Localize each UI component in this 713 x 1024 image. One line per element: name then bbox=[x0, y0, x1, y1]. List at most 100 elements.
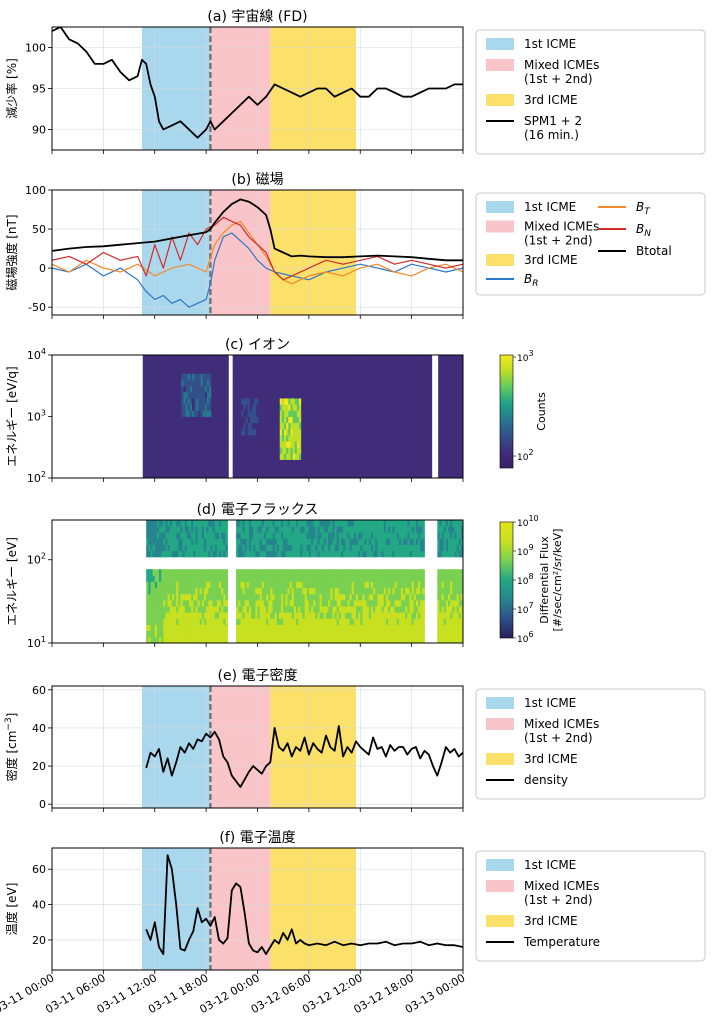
y-axis-label: エネルギー [eV] bbox=[5, 537, 19, 626]
plot-area bbox=[52, 190, 463, 315]
legend-swatch bbox=[486, 718, 514, 730]
y-tick-label: 101 bbox=[27, 635, 46, 650]
legend-label: Temperature bbox=[523, 935, 600, 949]
colorbar-tick-label: 106 bbox=[517, 630, 534, 645]
legend-label: 3rd ICME bbox=[524, 914, 578, 928]
y-tick-label: 60 bbox=[32, 684, 46, 697]
plot-frame bbox=[51, 354, 464, 479]
legend-swatch bbox=[486, 220, 514, 233]
legend-label: BR bbox=[524, 272, 539, 289]
panel-title: (e) 電子密度 bbox=[218, 667, 298, 684]
colorbar-tick-label: 109 bbox=[517, 543, 534, 558]
colorbar-tick-label: 108 bbox=[517, 572, 534, 587]
plot-area bbox=[52, 27, 463, 150]
y-tick-label: 100 bbox=[25, 42, 46, 55]
series-temperature bbox=[145, 854, 463, 955]
y-axis-label: エネルギー [eV/q] bbox=[5, 366, 19, 466]
y-tick-label: 95 bbox=[32, 83, 46, 96]
colorbar-label: Differential Flux[#/sec/cm²/sr/keV] bbox=[538, 529, 564, 632]
legend-label: (1st + 2nd) bbox=[524, 731, 593, 745]
y-tick-label: 90 bbox=[32, 124, 46, 137]
legend-label: 1st ICME bbox=[524, 200, 576, 214]
panel-title: (d) 電子フラックス bbox=[197, 502, 319, 518]
legend-swatch bbox=[486, 697, 514, 709]
legend-label: SPM1 + 2 bbox=[524, 114, 582, 128]
plot-frame bbox=[51, 519, 464, 644]
y-axis-label: 密度 [cm−3] bbox=[4, 713, 19, 782]
region-3rd-icme bbox=[270, 848, 356, 970]
plot-frame bbox=[51, 685, 464, 809]
legend-label: Mixed ICMEs bbox=[524, 717, 599, 731]
heatmap-cells bbox=[142, 355, 463, 478]
legend-swatch bbox=[486, 94, 514, 106]
legend-swatch bbox=[486, 38, 514, 50]
legend-swatch bbox=[486, 59, 514, 71]
colorbar-tick-label: 1010 bbox=[517, 514, 539, 529]
legend-swatch bbox=[486, 880, 514, 892]
region-mixed-icmes bbox=[210, 190, 271, 315]
legend-label: 1st ICME bbox=[524, 696, 576, 710]
plot-frame bbox=[51, 189, 464, 316]
plot-frame bbox=[51, 847, 464, 971]
y-axis-label: 温度 [eV] bbox=[4, 883, 19, 936]
y-tick-label: 40 bbox=[32, 899, 46, 912]
legend-swatch bbox=[486, 859, 514, 871]
plot-frame bbox=[51, 26, 464, 151]
legend-label: 3rd ICME bbox=[524, 253, 578, 267]
y-tick-label: 20 bbox=[32, 760, 46, 773]
y-tick-label: 103 bbox=[27, 409, 46, 424]
plot-area bbox=[146, 520, 463, 643]
legend-label: 3rd ICME bbox=[524, 93, 578, 107]
colorbar bbox=[499, 354, 514, 469]
legend-swatch bbox=[486, 201, 514, 213]
y-tick-label: 0 bbox=[39, 262, 46, 275]
y-tick-label: 50 bbox=[32, 223, 46, 236]
region-mixed-icmes bbox=[210, 848, 271, 970]
colorbar bbox=[499, 521, 514, 639]
series-density bbox=[145, 725, 463, 788]
series-spm1-2 bbox=[52, 27, 463, 139]
heatmap-cells bbox=[146, 520, 463, 643]
legend-label: 3rd ICME bbox=[524, 752, 578, 766]
y-tick-label: 20 bbox=[32, 934, 46, 947]
legend-label: BT bbox=[636, 200, 651, 217]
series-btotal bbox=[52, 198, 463, 262]
legend-label: 1st ICME bbox=[524, 37, 576, 51]
plot-area bbox=[142, 355, 463, 478]
panel-title: (b) 磁場 bbox=[231, 172, 283, 188]
series-b-t bbox=[52, 220, 463, 285]
legend-box bbox=[475, 688, 706, 800]
colorbar-tick-label: 102 bbox=[517, 448, 534, 463]
y-tick-label: 102 bbox=[27, 470, 46, 485]
y-axis-label: 磁場強度 [nT] bbox=[4, 214, 19, 290]
legend-label: density bbox=[524, 773, 568, 787]
colorbar-tick-label: 107 bbox=[517, 601, 534, 616]
y-tick-label: 40 bbox=[32, 722, 46, 735]
y-tick-label: 102 bbox=[27, 552, 46, 567]
panel-a: (a) 宇宙線 (FD) 減少率 [%] 90 95 100 1st ICME Mixed … bbox=[4, 9, 706, 155]
legend-label: (1st + 2nd) bbox=[524, 72, 593, 86]
legend-label: 1st ICME bbox=[524, 858, 576, 872]
panel-title: (a) 宇宙線 (FD) bbox=[207, 9, 307, 25]
legend-swatch bbox=[486, 753, 514, 765]
colorbar-label: Counts bbox=[535, 392, 548, 431]
region-3rd-icme bbox=[270, 686, 356, 808]
legend-box bbox=[475, 192, 706, 296]
legend-label: Mixed ICMEs bbox=[524, 220, 599, 234]
legend-swatch bbox=[486, 915, 514, 927]
legend-label: (16 min.) bbox=[524, 128, 579, 142]
region-mixed-icmes bbox=[210, 686, 271, 808]
legend-label: (1st + 2nd) bbox=[524, 893, 593, 907]
legend-swatch bbox=[486, 254, 514, 266]
plot-area bbox=[52, 848, 463, 970]
y-tick-label: 100 bbox=[25, 184, 46, 197]
colorbar-tick-label: 103 bbox=[517, 349, 534, 364]
plot-area bbox=[52, 686, 463, 808]
legend-label: BN bbox=[636, 222, 651, 239]
legend-label: Btotal bbox=[636, 244, 672, 258]
